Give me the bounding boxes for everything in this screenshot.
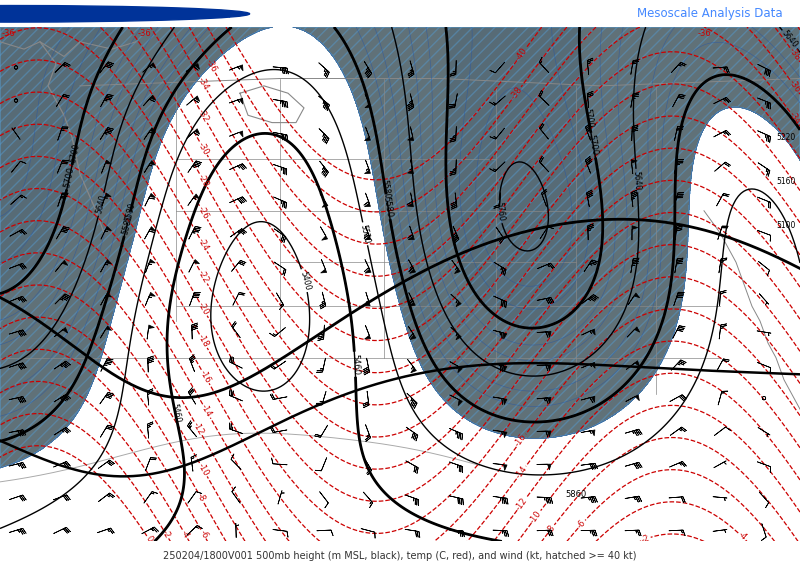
- Text: 5580: 5580: [379, 179, 391, 200]
- Text: -14: -14: [199, 403, 214, 419]
- Text: -10: -10: [528, 509, 544, 525]
- Text: -22: -22: [196, 268, 210, 285]
- Text: -6: -6: [198, 528, 210, 540]
- Text: -36: -36: [697, 29, 711, 38]
- Text: -4: -4: [179, 528, 191, 540]
- Text: 5220: 5220: [777, 133, 796, 142]
- Text: -34: -34: [786, 110, 800, 126]
- Text: -40: -40: [514, 46, 529, 62]
- Text: -20: -20: [196, 301, 210, 317]
- Text: -30: -30: [196, 140, 210, 156]
- Text: -10: -10: [196, 461, 210, 478]
- Text: -14: -14: [514, 464, 529, 481]
- Point: [0, 537, 6, 546]
- Text: 5400: 5400: [298, 270, 311, 291]
- Text: 250204/1800V001 500mb height (m MSL, black), temp (C, red), and wind (kt, hatche: 250204/1800V001 500mb height (m MSL, bla…: [163, 551, 637, 561]
- Text: -24: -24: [196, 236, 210, 253]
- Text: -36: -36: [137, 29, 151, 38]
- Text: -36: -36: [787, 78, 800, 94]
- Text: -38: -38: [787, 46, 800, 63]
- Text: -8: -8: [545, 523, 558, 535]
- Text: -2: -2: [160, 528, 172, 540]
- Text: -34: -34: [196, 76, 210, 92]
- Text: -36: -36: [204, 58, 218, 74]
- Circle shape: [0, 6, 250, 22]
- Text: -4: -4: [736, 530, 748, 543]
- Text: -2: -2: [641, 534, 651, 545]
- Text: -8: -8: [194, 491, 206, 503]
- Text: 5700: 5700: [587, 134, 599, 156]
- Text: -12: -12: [190, 420, 206, 437]
- Text: -26: -26: [196, 204, 210, 221]
- Text: -16: -16: [198, 368, 213, 385]
- Text: 5760: 5760: [494, 201, 506, 222]
- Text: -32: -32: [196, 108, 210, 124]
- Text: 5640: 5640: [780, 29, 799, 50]
- Text: 0: 0: [144, 534, 154, 544]
- Text: 5700: 5700: [63, 166, 76, 188]
- Text: -36: -36: [1, 29, 15, 38]
- Text: -12: -12: [514, 496, 530, 512]
- Text: 5640: 5640: [632, 170, 642, 191]
- Circle shape: [0, 3, 314, 24]
- Text: 5460: 5460: [169, 403, 182, 424]
- Text: 5700: 5700: [68, 142, 81, 163]
- Text: 5100: 5100: [777, 221, 796, 230]
- Text: -18: -18: [196, 333, 210, 349]
- Text: 5580: 5580: [124, 201, 137, 222]
- Text: 5580: 5580: [382, 196, 394, 218]
- Text: 5580: 5580: [120, 213, 134, 235]
- Text: 5860: 5860: [566, 490, 586, 499]
- Text: Mesoscale Analysis Data: Mesoscale Analysis Data: [637, 7, 782, 20]
- Text: 5700: 5700: [582, 108, 594, 129]
- Text: 5520: 5520: [358, 223, 371, 244]
- Text: -38: -38: [509, 85, 524, 102]
- Text: 5160: 5160: [777, 177, 796, 186]
- Text: NOAA/NWS/Storm Prediction Center: NOAA/NWS/Storm Prediction Center: [21, 7, 233, 20]
- Text: -6: -6: [575, 518, 588, 530]
- Text: 5640: 5640: [94, 194, 108, 215]
- Text: -28: -28: [196, 172, 210, 188]
- Text: -16: -16: [514, 433, 529, 449]
- Text: 5460: 5460: [350, 354, 360, 375]
